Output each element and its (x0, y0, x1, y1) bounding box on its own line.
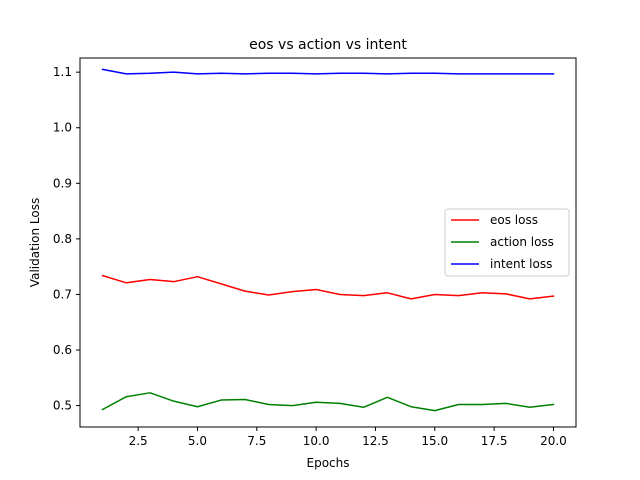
plot-area (79, 57, 577, 428)
x-tick-label: 5.0 (188, 434, 207, 448)
series-line-intent-loss (101, 68, 555, 75)
legend-label: intent loss (490, 257, 552, 271)
x-axis: 2.5 5.0 7.5 10.0 12.5 15.0 17.5 20.0 (129, 427, 567, 448)
y-tick-label: 1.1 (53, 65, 72, 79)
y-tick-label: 1.0 (53, 121, 72, 135)
series-line-action-loss (101, 392, 555, 412)
axes-frame (79, 57, 577, 428)
y-tick-label: 0.7 (53, 287, 72, 301)
legend-box (444, 208, 570, 277)
x-tick-label: 20.0 (540, 434, 567, 448)
y-tick-label: 0.6 (53, 343, 72, 357)
chart-title: eos vs action vs intent (249, 37, 407, 53)
x-tick-label: 17.5 (481, 434, 508, 448)
x-tick-label: 7.5 (247, 434, 266, 448)
legend-label: eos loss (490, 213, 538, 227)
x-axis-label: Epochs (307, 456, 350, 470)
y-tick-label: 0.8 (53, 232, 72, 246)
y-tick-label: 0.5 (53, 399, 72, 413)
legend: eos loss action loss intent loss (444, 208, 570, 277)
series-layer (101, 68, 555, 412)
series-line-eos-loss (101, 274, 555, 300)
legend-label: action loss (490, 235, 554, 249)
y-tick-label: 0.9 (53, 176, 72, 190)
y-axis: 0.5 0.6 0.7 0.8 0.9 1.0 1.1 (53, 65, 80, 413)
legend-entries: eos loss action loss intent loss (451, 213, 554, 271)
x-tick-label: 12.5 (362, 434, 389, 448)
x-tick-label: 2.5 (129, 434, 148, 448)
x-tick-label: 15.0 (421, 434, 448, 448)
x-tick-label: 10.0 (303, 434, 330, 448)
y-axis-label: Validation Loss (28, 198, 42, 287)
